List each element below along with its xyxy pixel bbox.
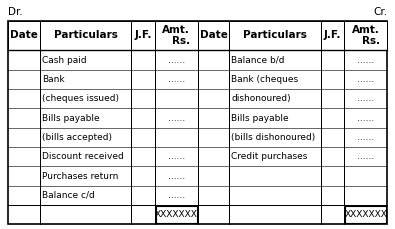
Text: Credit purchases: Credit purchases	[231, 152, 308, 161]
Text: Particulars: Particulars	[243, 30, 307, 41]
Text: Amt.
Rs.: Amt. Rs.	[162, 25, 190, 46]
Text: Cr.: Cr.	[373, 7, 387, 17]
Text: ......: ......	[167, 191, 185, 200]
Bar	[8, 21, 387, 224]
Text: Dr.: Dr.	[8, 7, 23, 17]
Text: XXXXXXX: XXXXXXX	[155, 210, 198, 219]
Text: Bills payable: Bills payable	[42, 114, 100, 123]
Text: Date: Date	[199, 30, 228, 41]
Text: ......: ......	[357, 75, 374, 84]
Text: dishonoured): dishonoured)	[231, 94, 291, 103]
Bar	[156, 206, 197, 223]
Text: Discount received: Discount received	[42, 152, 124, 161]
Text: (bills dishonoured): (bills dishonoured)	[231, 133, 316, 142]
Text: Purchases return: Purchases return	[42, 172, 118, 181]
Text: Bills payable: Bills payable	[231, 114, 289, 123]
Text: J.F.: J.F.	[134, 30, 152, 41]
Text: ......: ......	[167, 152, 185, 161]
Text: Bank (cheques: Bank (cheques	[231, 75, 299, 84]
Bar	[345, 206, 386, 223]
Text: XXXXXXX: XXXXXXX	[344, 210, 387, 219]
Text: J.F.: J.F.	[324, 30, 342, 41]
Text: Balance c/d: Balance c/d	[42, 191, 94, 200]
Text: Amt.
Rs.: Amt. Rs.	[352, 25, 380, 46]
Bar	[8, 21, 387, 50]
Text: ......: ......	[167, 75, 185, 84]
Text: ......: ......	[357, 56, 374, 65]
Text: ......: ......	[167, 172, 185, 181]
Text: (cheques issued): (cheques issued)	[42, 94, 119, 103]
Text: Bank: Bank	[42, 75, 64, 84]
Text: ......: ......	[357, 94, 374, 103]
Text: Particulars: Particulars	[54, 30, 118, 41]
Text: Balance b/d: Balance b/d	[231, 56, 285, 65]
Text: Date: Date	[10, 30, 38, 41]
Text: ......: ......	[167, 56, 185, 65]
Text: ......: ......	[357, 114, 374, 123]
Text: ......: ......	[167, 114, 185, 123]
Text: ......: ......	[357, 133, 374, 142]
Text: ......: ......	[357, 152, 374, 161]
Text: (bills accepted): (bills accepted)	[42, 133, 112, 142]
Text: Cash paid: Cash paid	[42, 56, 87, 65]
